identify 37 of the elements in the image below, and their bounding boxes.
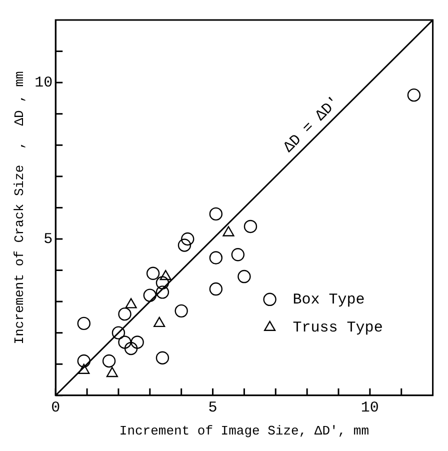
point [156,286,170,299]
x-tick-label: 10 [360,399,379,416]
legend-label: Box Type [292,291,365,308]
point [222,226,234,236]
point [156,276,170,290]
point [181,232,194,246]
x-tick-label: 0 [51,399,60,416]
point [209,282,223,296]
point [125,298,137,308]
point [124,342,138,356]
point [174,304,188,318]
point [77,316,90,330]
point [143,288,156,302]
point [156,351,170,364]
x-axis-title: Increment of Image Size, ΔD′, mm [119,424,370,439]
point [118,307,132,321]
point [244,220,258,234]
point [178,238,192,252]
y-axis-title: Increment of Crack Size , ΔD , mm [12,70,28,344]
point [112,326,126,340]
x-tick-label: 5 [208,399,218,416]
annotation: ΔD = ΔD′ [280,93,344,156]
point [160,270,172,280]
point [102,354,116,368]
point [146,266,160,280]
point [209,207,223,221]
point [106,366,118,378]
point [209,251,223,264]
point [231,248,245,262]
point [118,336,132,349]
point [130,336,144,349]
point [154,316,166,328]
point [77,354,90,368]
legend-label: Truss Type [292,319,383,336]
point [407,88,421,102]
point [238,270,251,284]
point [78,364,90,374]
